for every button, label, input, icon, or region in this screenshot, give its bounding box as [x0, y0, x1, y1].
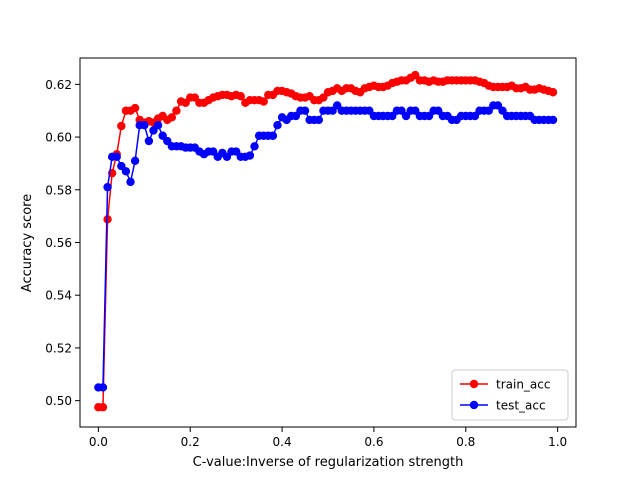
legend-marker-test_acc: [469, 400, 479, 410]
series-layer: [94, 70, 558, 412]
x-tick-label: 1.0: [548, 435, 567, 449]
data-point-train_acc: [167, 113, 177, 122]
data-point-test_acc: [314, 115, 324, 125]
data-point-test_acc: [98, 383, 108, 392]
axes-layer: 0.0 0.2 0.4 0.6 0.8 1.0 0.50 0.52 0.54 0.56 0.58 0.…: [45, 57, 577, 449]
legend-box: [451, 369, 569, 421]
legend: train_acc test_acc: [451, 369, 569, 421]
data-point-test_acc: [103, 182, 112, 192]
data-point-test_acc: [548, 115, 558, 125]
legend-marker-train_acc: [469, 379, 479, 389]
data-point-train_acc: [236, 92, 245, 101]
data-point-train_acc: [130, 103, 140, 113]
y-tick-label: 0.56: [45, 236, 72, 250]
data-point-test_acc: [300, 106, 310, 115]
y-tick-label: 0.62: [45, 78, 72, 92]
legend-label-test_acc: test_acc: [496, 399, 546, 413]
y-tick-label: 0.60: [45, 131, 72, 145]
data-point-test_acc: [126, 177, 135, 187]
data-point-train_acc: [172, 106, 181, 115]
y-tick-label: 0.54: [45, 289, 72, 303]
data-point-test_acc: [130, 156, 140, 165]
data-point-train_acc: [98, 403, 108, 412]
x-tick-label: 0.6: [364, 435, 383, 449]
data-point-train_acc: [259, 97, 268, 106]
data-point-test_acc: [273, 121, 282, 130]
y-tick-label: 0.50: [45, 394, 72, 408]
data-point-test_acc: [153, 121, 163, 130]
y-tick-label: 0.52: [45, 341, 72, 355]
x-tick-label: 0.2: [181, 435, 200, 449]
y-axis-label: Accuracy score: [20, 194, 35, 292]
x-tick-label: 0.0: [89, 435, 108, 449]
y-tick-label: 0.58: [45, 183, 72, 197]
data-point-train_acc: [548, 88, 558, 97]
x-tick-label: 0.4: [273, 435, 292, 449]
data-point-test_acc: [112, 152, 121, 162]
data-point-test_acc: [268, 131, 278, 140]
data-point-test_acc: [250, 142, 259, 151]
data-point-test_acc: [121, 167, 131, 176]
series-train_acc: [94, 70, 558, 412]
series-test_acc: [94, 101, 558, 392]
legend-label-train_acc: train_acc: [496, 378, 550, 392]
x-tick-label: 0.8: [456, 435, 475, 449]
data-point-test_acc: [245, 151, 255, 160]
data-point-test_acc: [140, 121, 149, 130]
data-point-test_acc: [144, 136, 154, 146]
data-point-train_acc: [117, 121, 126, 131]
x-axis-label: C-value:Inverse of regularization streng…: [193, 455, 464, 470]
